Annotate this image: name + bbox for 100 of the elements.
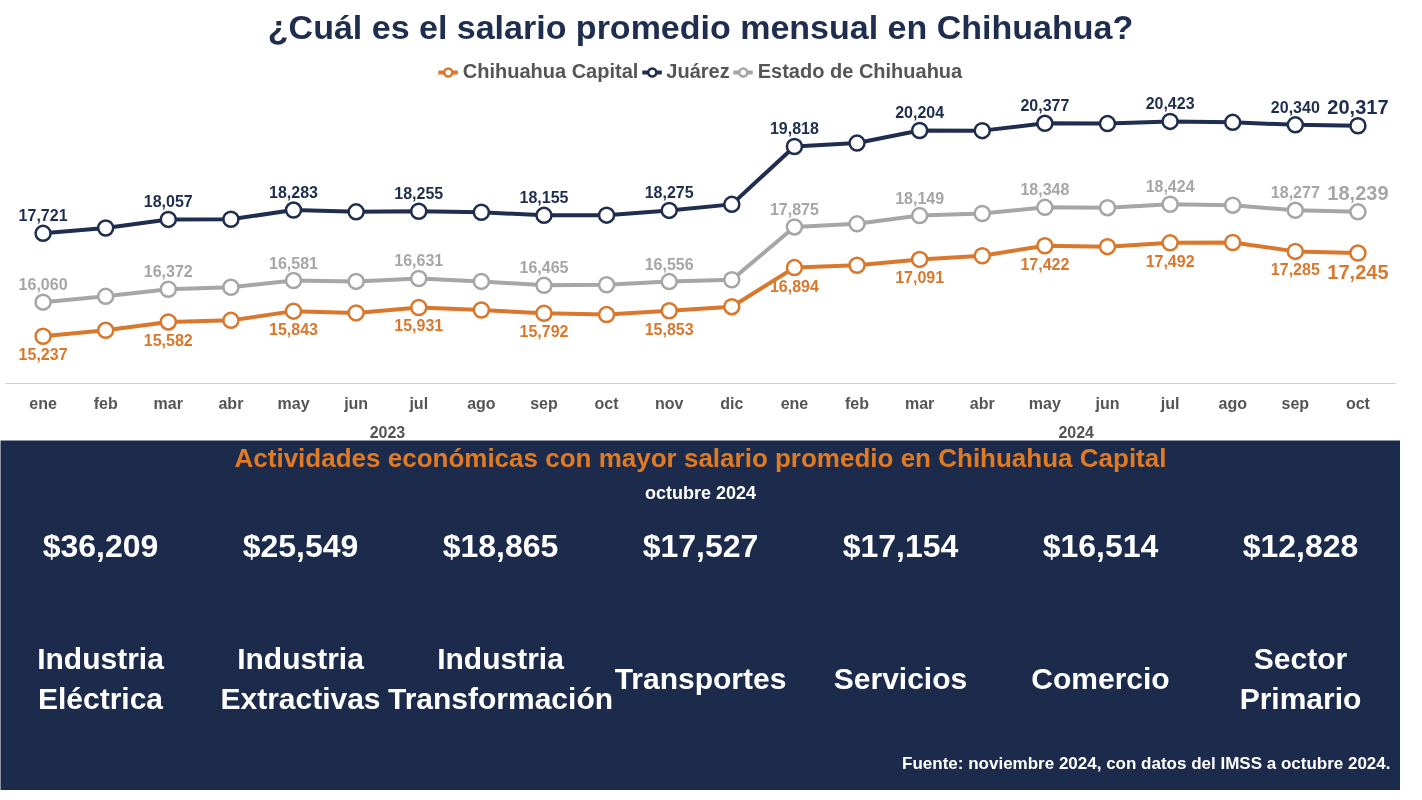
- point: [159, 313, 178, 331]
- point: [222, 210, 240, 229]
- category-label: Transportes: [614, 662, 787, 695]
- point: [1161, 234, 1179, 252]
- x-tick-label: mar: [153, 394, 183, 412]
- data-label: 20,204: [895, 104, 945, 122]
- data-label: 18,239: [1327, 181, 1389, 204]
- data-label: 18,275: [644, 184, 694, 202]
- point: [34, 224, 52, 243]
- point: [1286, 201, 1305, 220]
- point: [1349, 117, 1367, 135]
- category-label: Industria Transformación: [387, 642, 614, 715]
- text: octubre 2024: [644, 483, 757, 503]
- point: [1223, 233, 1242, 252]
- point: [96, 219, 115, 237]
- point: [597, 276, 616, 294]
- point: [347, 304, 365, 322]
- data-label: 18,155: [519, 189, 569, 207]
- point: [910, 121, 929, 140]
- point: [535, 206, 553, 225]
- category-label: Servicios: [833, 662, 968, 695]
- point: [159, 280, 178, 298]
- point: [1098, 114, 1117, 133]
- x-tick-label: nov: [654, 394, 684, 412]
- point: [159, 210, 178, 229]
- point: [973, 247, 992, 265]
- point: [284, 302, 303, 320]
- x-tick-label: jul: [408, 394, 429, 412]
- point: [409, 298, 428, 317]
- chart-title: ¿Cuál es el salario promedio mensual en Chihuahua?: [267, 7, 1134, 46]
- data-label: 18,057: [143, 193, 193, 211]
- point: [96, 287, 115, 306]
- point: [472, 301, 491, 319]
- data-label: 15,237: [18, 346, 68, 364]
- x-tick-label: sep: [530, 394, 558, 412]
- x-tick-label: feb: [93, 394, 118, 412]
- x-tick-label: ago: [1218, 394, 1248, 412]
- point: [409, 202, 428, 220]
- point: [347, 272, 365, 291]
- point: [723, 271, 741, 289]
- text: $17,527: [642, 527, 759, 564]
- data-label: 15,931: [394, 317, 444, 335]
- x-tick-label: jun: [343, 394, 369, 412]
- data-label: 15,582: [143, 331, 193, 349]
- x-tick-label: oct: [594, 394, 620, 412]
- data-label: 17,245: [1327, 261, 1389, 284]
- point: [222, 311, 240, 330]
- point: [535, 276, 553, 295]
- text: $12,828: [1242, 527, 1359, 564]
- point: [723, 297, 741, 316]
- x-tick-label: dic: [720, 394, 744, 412]
- source-note: Fuente: noviembre 2024, con datos del IMSS a octubre 2024.: [902, 754, 1391, 773]
- text: $36,209: [42, 527, 159, 564]
- point: [973, 121, 992, 140]
- data-label: 18,348: [1020, 181, 1070, 199]
- x-tick-label: abr: [969, 394, 995, 412]
- point: [1161, 195, 1179, 213]
- category-label: Comercio: [1031, 662, 1170, 695]
- data-label: 18,149: [895, 189, 945, 207]
- point: [910, 250, 929, 269]
- point: [785, 218, 804, 236]
- text: 2024: [1058, 423, 1095, 441]
- point: [660, 201, 678, 220]
- point: [1349, 244, 1367, 262]
- legend-label: Estado de Chihuahua: [757, 60, 963, 83]
- point: [222, 278, 240, 296]
- x-tick-label: oct: [1345, 394, 1371, 412]
- point: [535, 304, 553, 322]
- data-label: 18,424: [1145, 178, 1195, 196]
- text: $25,549: [242, 527, 359, 564]
- data-label: 15,853: [644, 320, 694, 338]
- point: [472, 203, 491, 221]
- point: [848, 134, 866, 152]
- point: [660, 301, 678, 320]
- data-label: 20,423: [1145, 95, 1195, 113]
- x-tick-label: ene: [29, 394, 57, 412]
- point: [1161, 112, 1179, 131]
- data-label: 15,843: [269, 321, 319, 339]
- point: [1286, 242, 1305, 261]
- point: [1349, 203, 1367, 221]
- point: [785, 258, 804, 277]
- legend-label: Chihuahua Capital: [462, 60, 639, 83]
- point: [409, 269, 428, 288]
- data-label: 17,091: [895, 269, 945, 287]
- category-label: Sector Primario: [1239, 642, 1362, 715]
- data-label: 17,875: [769, 200, 819, 218]
- data-label: 16,894: [769, 277, 819, 295]
- data-label: 17,721: [18, 207, 68, 225]
- point: [910, 206, 929, 225]
- point: [1223, 113, 1242, 132]
- point: [284, 201, 303, 219]
- data-label: 20,317: [1327, 95, 1389, 118]
- point: [597, 206, 616, 224]
- point: [1036, 198, 1054, 217]
- data-label: 16,631: [394, 252, 444, 270]
- x-tick-label: jun: [1094, 394, 1120, 412]
- point: [1036, 114, 1054, 133]
- point: [284, 271, 303, 290]
- data-label: 17,422: [1020, 255, 1070, 273]
- point: [1286, 116, 1305, 134]
